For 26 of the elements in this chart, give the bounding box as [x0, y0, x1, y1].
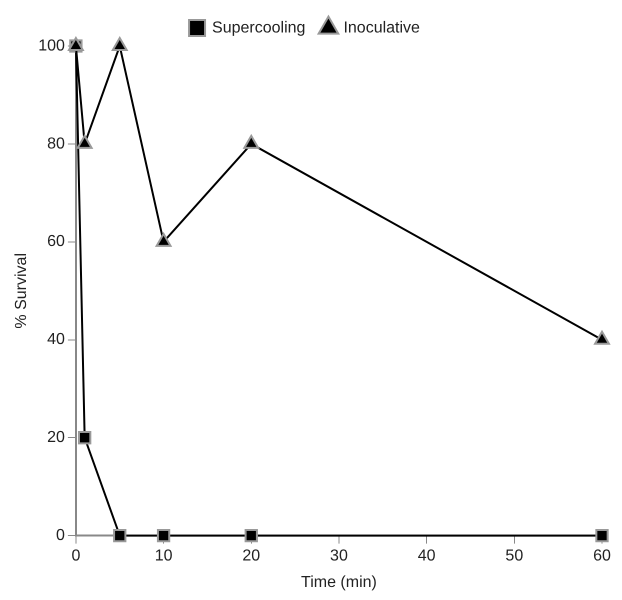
y-tick-label: 40	[47, 331, 65, 348]
point	[78, 431, 92, 444]
x-tick-label: 10	[154, 548, 173, 565]
y-tick-label: 100	[38, 37, 65, 54]
y-tick-label: 0	[56, 527, 65, 544]
point	[156, 232, 172, 247]
point	[113, 528, 126, 542]
x-axis-title: Time (min)	[301, 574, 377, 591]
point	[244, 528, 258, 542]
point	[156, 528, 170, 542]
y-axis-title: % Survival	[13, 253, 30, 329]
x-tick-label: 20	[242, 548, 260, 565]
legend-label: Inoculative	[343, 19, 420, 36]
point	[243, 134, 260, 149]
y-tick-label: 60	[47, 233, 65, 250]
x-tick-label: 0	[71, 548, 80, 565]
point	[594, 330, 610, 345]
y-tick-label: 20	[47, 429, 65, 446]
point	[76, 134, 93, 149]
point	[112, 37, 128, 51]
x-tick-label: 50	[505, 548, 524, 565]
x-tick-label: 40	[418, 548, 436, 565]
y-tick-label: 80	[47, 135, 65, 152]
legend-label: Supercooling	[212, 19, 306, 36]
x-tick-label: 60	[593, 548, 611, 565]
x-tick-label: 30	[330, 548, 348, 565]
